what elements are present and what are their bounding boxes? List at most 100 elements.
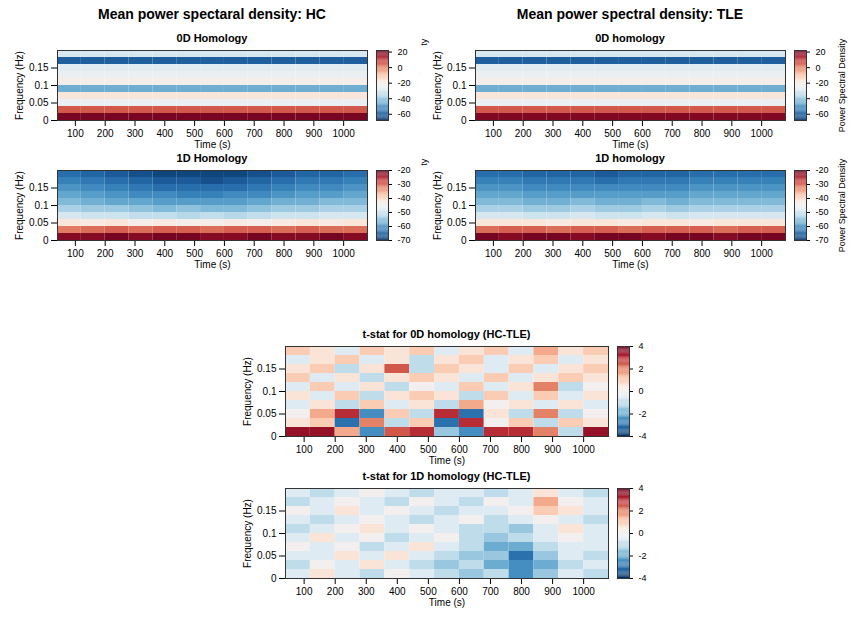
svg-text:700: 700 (664, 128, 681, 139)
svg-text:-4: -4 (639, 573, 647, 583)
svg-text:200: 200 (97, 248, 114, 259)
svg-text:2: 2 (639, 506, 644, 516)
svg-text:0: 0 (639, 528, 644, 538)
svg-text:900: 900 (306, 248, 323, 259)
svg-text:0.15: 0.15 (29, 62, 49, 73)
svg-text:200: 200 (515, 128, 532, 139)
svg-text:900: 900 (544, 586, 561, 597)
svg-text:700: 700 (664, 248, 681, 259)
svg-text:-30: -30 (398, 179, 411, 189)
svg-text:0: 0 (43, 235, 49, 246)
svg-text:0: 0 (271, 431, 277, 442)
svg-text:400: 400 (156, 128, 173, 139)
svg-text:600: 600 (634, 248, 651, 259)
svg-text:0: 0 (639, 386, 644, 396)
svg-text:300: 300 (545, 128, 562, 139)
svg-text:200: 200 (97, 128, 114, 139)
svg-text:800: 800 (276, 248, 293, 259)
svg-text:1000: 1000 (751, 248, 774, 259)
svg-text:100: 100 (296, 444, 313, 455)
svg-text:0.15: 0.15 (257, 363, 277, 374)
svg-text:200: 200 (515, 248, 532, 259)
svg-text:500: 500 (604, 248, 621, 259)
svg-text:-50: -50 (398, 207, 411, 217)
svg-text:0: 0 (816, 62, 821, 72)
svg-text:1000: 1000 (333, 248, 356, 259)
svg-text:600: 600 (634, 128, 651, 139)
svg-text:0.05: 0.05 (447, 217, 467, 228)
svg-text:Frequency (Hz): Frequency (Hz) (14, 171, 25, 240)
svg-text:300: 300 (358, 586, 375, 597)
svg-text:0: 0 (271, 573, 277, 584)
svg-text:1000: 1000 (573, 586, 596, 597)
svg-text:1000: 1000 (333, 128, 356, 139)
svg-text:Time (s): Time (s) (429, 455, 465, 466)
svg-text:600: 600 (216, 128, 233, 139)
svg-text:900: 900 (306, 128, 323, 139)
svg-text:Frequency (Hz): Frequency (Hz) (14, 51, 25, 120)
svg-text:900: 900 (544, 444, 561, 455)
svg-text:900: 900 (724, 248, 741, 259)
svg-text:Frequency (Hz): Frequency (Hz) (432, 171, 443, 240)
svg-text:700: 700 (482, 444, 499, 455)
svg-text:900: 900 (724, 128, 741, 139)
svg-text:300: 300 (127, 248, 144, 259)
svg-text:Time (s): Time (s) (612, 259, 648, 270)
svg-text:0: 0 (43, 115, 49, 126)
svg-text:Time (s): Time (s) (429, 597, 465, 608)
svg-text:0.05: 0.05 (447, 97, 467, 108)
svg-text:4: 4 (639, 483, 644, 493)
svg-text:200: 200 (327, 586, 344, 597)
svg-text:-60: -60 (816, 221, 829, 231)
svg-text:500: 500 (186, 128, 203, 139)
svg-text:400: 400 (389, 444, 406, 455)
svg-text:Power Spectral Density: Power Spectral Density (837, 38, 847, 132)
svg-text:600: 600 (451, 444, 468, 455)
svg-text:0.1: 0.1 (263, 386, 277, 397)
svg-text:100: 100 (296, 586, 313, 597)
svg-text:400: 400 (574, 248, 591, 259)
svg-text:0.15: 0.15 (447, 62, 467, 73)
svg-text:4: 4 (639, 341, 644, 351)
svg-text:-20: -20 (816, 165, 829, 175)
svg-text:500: 500 (186, 248, 203, 259)
svg-text:-60: -60 (816, 109, 829, 119)
svg-text:0.1: 0.1 (453, 200, 467, 211)
svg-text:100: 100 (485, 128, 502, 139)
svg-text:-20: -20 (816, 78, 829, 88)
svg-text:0.05: 0.05 (257, 408, 277, 419)
svg-text:-30: -30 (816, 179, 829, 189)
svg-text:0.05: 0.05 (29, 97, 49, 108)
svg-text:300: 300 (127, 128, 144, 139)
svg-text:800: 800 (694, 248, 711, 259)
svg-text:300: 300 (358, 444, 375, 455)
svg-text:700: 700 (246, 128, 263, 139)
svg-text:100: 100 (67, 248, 84, 259)
svg-text:0.05: 0.05 (257, 550, 277, 561)
svg-text:-4: -4 (639, 431, 647, 441)
svg-text:-20: -20 (398, 165, 411, 175)
svg-text:-70: -70 (816, 235, 829, 245)
svg-text:600: 600 (216, 248, 233, 259)
svg-text:20: 20 (816, 47, 826, 57)
svg-text:Time (s): Time (s) (612, 139, 648, 150)
svg-text:20: 20 (398, 47, 408, 57)
svg-text:800: 800 (694, 128, 711, 139)
svg-text:-50: -50 (816, 207, 829, 217)
svg-text:500: 500 (420, 444, 437, 455)
svg-text:Frequency (Hz): Frequency (Hz) (242, 499, 253, 568)
svg-text:0.15: 0.15 (447, 182, 467, 193)
svg-text:-40: -40 (398, 193, 411, 203)
svg-text:100: 100 (67, 128, 84, 139)
svg-text:Time (s): Time (s) (194, 259, 230, 270)
svg-text:0.1: 0.1 (35, 200, 49, 211)
svg-text:2: 2 (639, 364, 644, 374)
svg-text:0: 0 (398, 62, 403, 72)
svg-text:0: 0 (461, 115, 467, 126)
svg-text:1000: 1000 (751, 128, 774, 139)
svg-text:-60: -60 (398, 221, 411, 231)
svg-text:0.05: 0.05 (29, 217, 49, 228)
svg-text:-40: -40 (816, 193, 829, 203)
svg-text:200: 200 (327, 444, 344, 455)
svg-text:Power Spectral Density: Power Spectral Density (837, 158, 847, 252)
